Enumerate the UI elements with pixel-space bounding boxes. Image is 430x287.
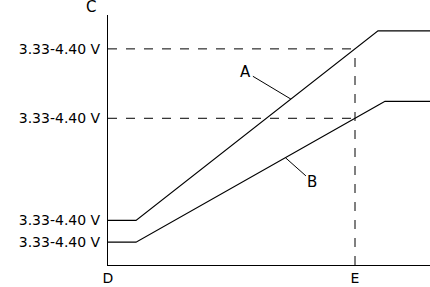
svg-text:A: A: [240, 63, 251, 81]
svg-text:E: E: [351, 270, 360, 286]
svg-text:D: D: [103, 270, 114, 286]
svg-text:3.33-4.40 V: 3.33-4.40 V: [19, 212, 101, 228]
svg-text:3.33-4.40 V: 3.33-4.40 V: [19, 41, 101, 57]
svg-text:3.33-4.40 V: 3.33-4.40 V: [19, 234, 101, 250]
svg-text:C: C: [86, 0, 96, 16]
svg-text:B: B: [307, 173, 317, 191]
svg-text:3.33-4.40 V: 3.33-4.40 V: [19, 110, 101, 126]
